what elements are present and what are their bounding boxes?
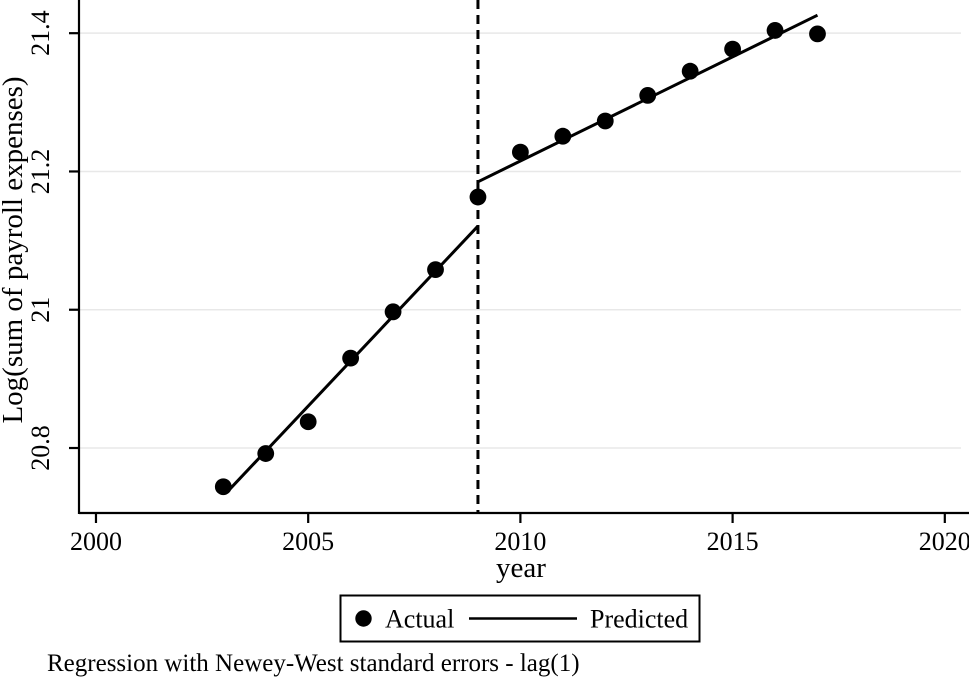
data-point-2004 [257, 445, 275, 462]
data-point-2014 [681, 62, 699, 80]
gridlines-layer [79, 32, 961, 449]
y-tick-label: 21.4 [26, 10, 55, 56]
legend: Actual Predicted [339, 594, 701, 643]
legend-label-actual: Actual [385, 605, 454, 634]
data-point-2009 [469, 188, 487, 206]
data-point-2010 [511, 143, 529, 161]
x-tick-label: 2015 [707, 527, 759, 556]
data-point-2012 [596, 112, 614, 130]
data-point-2008 [427, 261, 444, 279]
data-point-2011 [554, 127, 572, 145]
legend-label-predicted: Predicted [590, 605, 688, 634]
regression-note: Regression with Newey-West standard erro… [47, 650, 580, 677]
data-point-2006 [342, 349, 360, 367]
data-point-2015 [724, 40, 742, 58]
y-axis-title: Log(sum of payroll expenses) [0, 76, 29, 423]
data-point-2007 [384, 303, 402, 321]
data-point-2005 [299, 413, 317, 431]
y-tick-label: 20.8 [26, 425, 55, 471]
legend-marker-actual-icon [355, 610, 372, 627]
data-point-2017 [809, 25, 826, 43]
x-tick-label: 2000 [70, 527, 122, 556]
x-tick-label: 2005 [282, 527, 334, 556]
data-point-2003 [214, 478, 232, 496]
x-tick-label: 2020 [919, 527, 969, 556]
actual-points-layer [214, 22, 826, 496]
x-tick-label: 2010 [494, 527, 546, 556]
axes-layer: 20.8 21 21.2 21.4 2000 2005 2010 2015 2020 [26, 0, 969, 556]
data-point-2013 [639, 87, 657, 104]
legend-box [339, 594, 701, 643]
y-tick-label: 21 [26, 297, 55, 323]
data-point-2016 [766, 22, 784, 39]
y-tick-label: 21.2 [26, 149, 55, 195]
x-axis-title: year [496, 552, 546, 584]
